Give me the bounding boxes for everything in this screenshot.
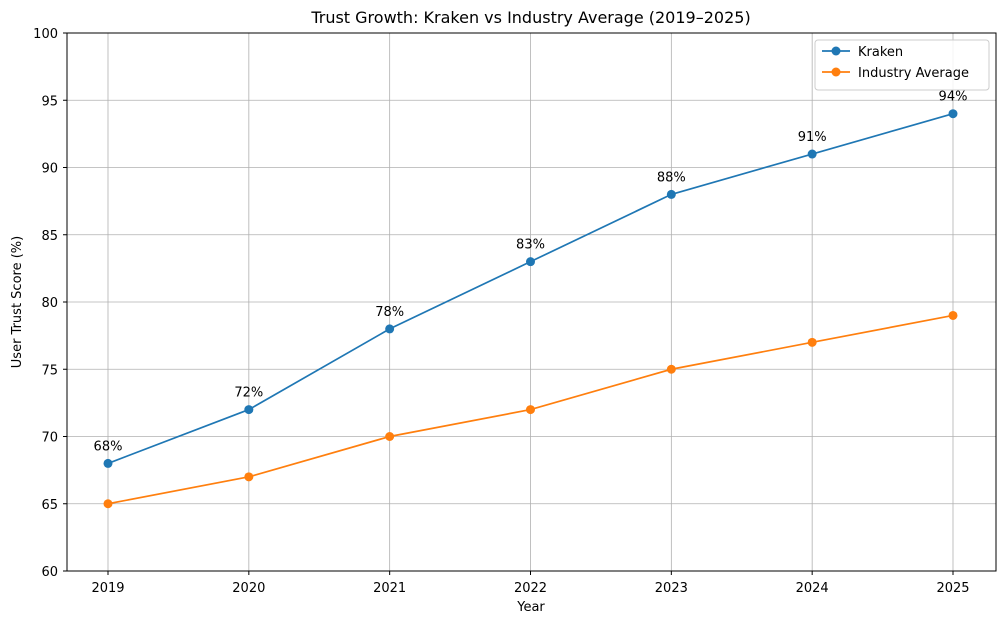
x-tick-label: 2020 [232, 581, 265, 596]
data-point-industry-average [385, 432, 395, 441]
data-point-industry-average [103, 499, 113, 509]
data-label-kraken: 94% [939, 90, 968, 105]
data-point-industry-average [526, 405, 535, 415]
legend-label-kraken: Kraken [858, 45, 903, 60]
data-point-kraken [103, 458, 113, 468]
y-tick-label: 95 [41, 94, 58, 109]
legend-marker-industry-average [831, 67, 841, 77]
legend-box [814, 39, 990, 91]
data-label-kraken: 78% [375, 305, 404, 320]
y-tick-label: 80 [41, 296, 58, 311]
chart-title: Trust Growth: Kraken vs Industry Average… [310, 8, 750, 27]
series-layer [103, 109, 958, 509]
legend-marker-kraken [831, 46, 841, 56]
legend-label-industry-average: Industry Average [858, 66, 969, 81]
y-tick-label: 85 [41, 229, 58, 244]
y-tick-label: 75 [41, 363, 58, 378]
data-label-kraken: 83% [516, 238, 545, 253]
x-tick-label: 2024 [796, 581, 829, 596]
legend: Kraken Industry Average [814, 39, 990, 91]
data-labels: 68% 72% 78% 83% 88% 91% 94% [94, 90, 968, 455]
x-tick-label: 2025 [936, 581, 969, 596]
x-tick-label: 2021 [373, 581, 406, 596]
y-tick-label: 100 [33, 27, 58, 42]
data-label-kraken: 68% [94, 439, 123, 454]
data-point-kraken [385, 324, 395, 334]
data-point-kraken [526, 257, 535, 267]
data-point-industry-average [948, 310, 958, 320]
data-point-industry-average [244, 472, 254, 482]
data-label-kraken: 72% [234, 386, 263, 401]
data-label-kraken: 91% [798, 130, 827, 145]
y-tick-label: 70 [41, 431, 58, 446]
data-point-kraken [948, 109, 958, 119]
grid [67, 32, 996, 572]
data-point-industry-average [666, 364, 676, 374]
data-point-kraken [666, 189, 676, 199]
y-tick-label: 65 [41, 498, 58, 513]
x-tick-label: 2023 [655, 581, 688, 596]
y-tick-label: 90 [41, 162, 58, 177]
x-tick-label: 2019 [91, 581, 124, 596]
y-axis-label: User Trust Score (%) [10, 236, 25, 368]
data-point-kraken [807, 149, 817, 159]
axes: 2019 2020 2021 2022 2023 2024 2025 60 65 70 75 80 85… [33, 27, 997, 596]
x-axis-label: Year [516, 600, 545, 615]
y-tick-label: 60 [41, 565, 58, 580]
data-point-kraken [244, 405, 254, 415]
data-point-industry-average [807, 337, 817, 347]
data-label-kraken: 88% [657, 170, 686, 185]
x-tick-label: 2022 [514, 581, 547, 596]
